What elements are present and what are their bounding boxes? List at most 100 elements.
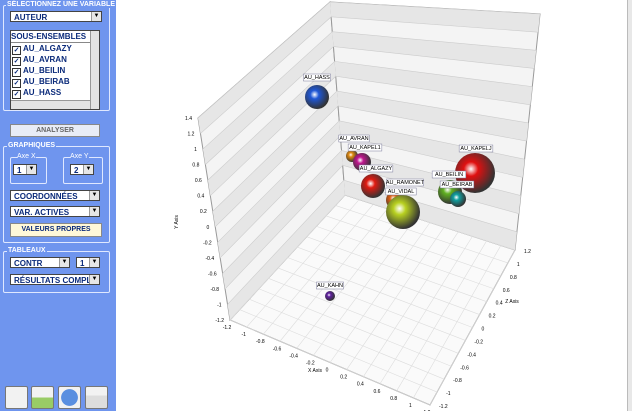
list-item[interactable]: ✓ AU_BEILIN: [11, 65, 99, 77]
z-tick-label: 1: [517, 262, 520, 268]
z-axis-label: Z Axis: [505, 299, 519, 305]
point-label: AU_RAMONET: [386, 180, 425, 186]
grid-line: [287, 257, 473, 328]
sphere: [305, 85, 329, 109]
grid-line: [200, 16, 539, 134]
list-header: SOUS-ENSEMBLES: [11, 31, 99, 43]
point-label: AU_KAHN: [317, 283, 343, 289]
wall-stripe: [212, 91, 339, 227]
analyze-button[interactable]: ANALYSER: [10, 124, 100, 137]
group-title: GRAPHIQUES: [7, 142, 57, 149]
z-tick-label: -0.4: [467, 352, 476, 358]
wall-stripe: [332, 31, 537, 69]
icon-new[interactable]: [5, 386, 28, 409]
wall-stripe: [334, 61, 533, 105]
wall-stripe: [227, 180, 345, 320]
z-tick-label: 0.4: [496, 301, 503, 307]
wall-stripe: [207, 61, 336, 196]
list-item[interactable]: ✓ AU_BEIRAB: [11, 76, 99, 88]
label-box: [458, 144, 494, 153]
z-tick-label: -1.2: [439, 404, 448, 410]
y-axis-label: Y Axis: [174, 215, 180, 229]
icon-chart[interactable]: [31, 386, 54, 409]
grid-line: [210, 75, 531, 196]
axis-x-label: Axe X: [17, 153, 36, 160]
z-tick-label: 0.2: [489, 314, 496, 320]
grid-line: [325, 215, 501, 277]
y-tick-label: 0.4: [197, 194, 204, 200]
z-tick-label: 0.6: [503, 288, 510, 294]
x-tick-label: -1: [241, 332, 246, 338]
grid-line: [227, 179, 518, 305]
label-box: [439, 180, 475, 189]
grid-line: [277, 267, 466, 341]
results-dropdown[interactable]: RÉSULTATS COMPL: [10, 274, 100, 285]
checkbox[interactable]: ✓: [12, 90, 21, 99]
h-scrollbar[interactable]: [11, 100, 91, 109]
plot-3d: 1.4 1.2 1 0.8 0.6 0.4 0.2 0 -0.2 -0.4 -0.6 -0.8 -1 -1…: [174, 0, 541, 411]
point-label: AU_ALGAZY: [360, 166, 393, 172]
variable-dropdown[interactable]: AUTEUR: [10, 11, 102, 22]
x-tick-label: -0.2: [306, 360, 315, 366]
list-item[interactable]: ✓ AU_AVRAN: [11, 54, 99, 66]
grid-line: [197, 1, 541, 119]
x-tick-label: 0.4: [357, 382, 364, 388]
v-scrollbar[interactable]: [90, 31, 99, 109]
checkbox[interactable]: ✓: [12, 46, 21, 55]
sphere: [325, 291, 335, 301]
item-label: AU_HASS: [23, 88, 62, 97]
y-tick-label: -0.8: [210, 287, 219, 293]
label-box: [338, 134, 370, 143]
x-tick-label: 0.6: [374, 389, 381, 395]
group-title: TABLEAUX: [7, 247, 47, 254]
axis-y-dropdown[interactable]: 2: [70, 164, 94, 175]
point-label: AU_KAPEL1: [349, 145, 381, 151]
y-tick-label: -0.4: [206, 256, 215, 262]
list-item[interactable]: ✓ AU_ALGAZY: [11, 43, 99, 55]
label-box: [385, 187, 417, 196]
checkbox[interactable]: ✓: [12, 57, 21, 66]
sphere: [450, 191, 466, 207]
group-title: SÉLECTIONNEZ UNE VARIABLE: [6, 1, 116, 8]
list-item[interactable]: ✓ AU_HASS: [11, 87, 99, 99]
wall-stripe: [198, 2, 332, 134]
y-tick-label: 0.6: [195, 178, 202, 184]
grid-line: [306, 236, 487, 302]
grid-line: [207, 61, 533, 181]
table-num-dropdown[interactable]: 1: [76, 257, 100, 268]
grid-line: [268, 278, 459, 354]
z-tick-label: 1.2: [524, 249, 531, 255]
grid-line: [258, 288, 452, 367]
y-tick-label: -1.2: [215, 318, 224, 324]
vars-dropdown[interactable]: VAR. ACTIVES: [10, 206, 100, 217]
eigen-button[interactable]: VALEURS PROPRES: [10, 223, 102, 237]
item-label: AU_BEIRAB: [23, 77, 70, 86]
tables-group: [3, 251, 110, 293]
wall-stripe: [202, 31, 334, 165]
wall-stripe: [217, 120, 341, 258]
grid-line: [335, 205, 509, 264]
grid-line: [249, 298, 445, 380]
coords-dropdown[interactable]: COORDONNÉES: [10, 190, 100, 201]
axis-x-dropdown[interactable]: 1: [13, 164, 37, 175]
icon-help[interactable]: [58, 386, 81, 409]
icon-home[interactable]: [85, 386, 108, 409]
checkbox[interactable]: ✓: [12, 79, 21, 88]
table-kind-dropdown[interactable]: CONTR: [10, 257, 70, 268]
graph-group: [3, 146, 110, 243]
point-label: AU_BEILIN: [435, 172, 463, 178]
x-tick-label: -0.8: [256, 339, 265, 345]
z-tick-label: -0.6: [460, 365, 469, 371]
x-axis-label: X Axis: [308, 368, 322, 374]
z-tick-label: -0.8: [453, 378, 462, 384]
label-box: [303, 73, 331, 82]
axis-y-label: Axe Y: [70, 153, 89, 160]
point-label: AU_AVRAN: [339, 136, 368, 142]
y-tick-label: 0: [206, 225, 209, 231]
wall-stripe: [330, 2, 540, 33]
point-label: AU_KAPELJ: [460, 146, 491, 152]
checkbox[interactable]: ✓: [12, 68, 21, 77]
right-border: [627, 0, 632, 411]
grid-line: [215, 105, 527, 227]
subset-list[interactable]: SOUS-ENSEMBLES ✓ AU_ALGAZY ✓ AU_AVRAN ✓ AU_BE…: [10, 30, 100, 110]
